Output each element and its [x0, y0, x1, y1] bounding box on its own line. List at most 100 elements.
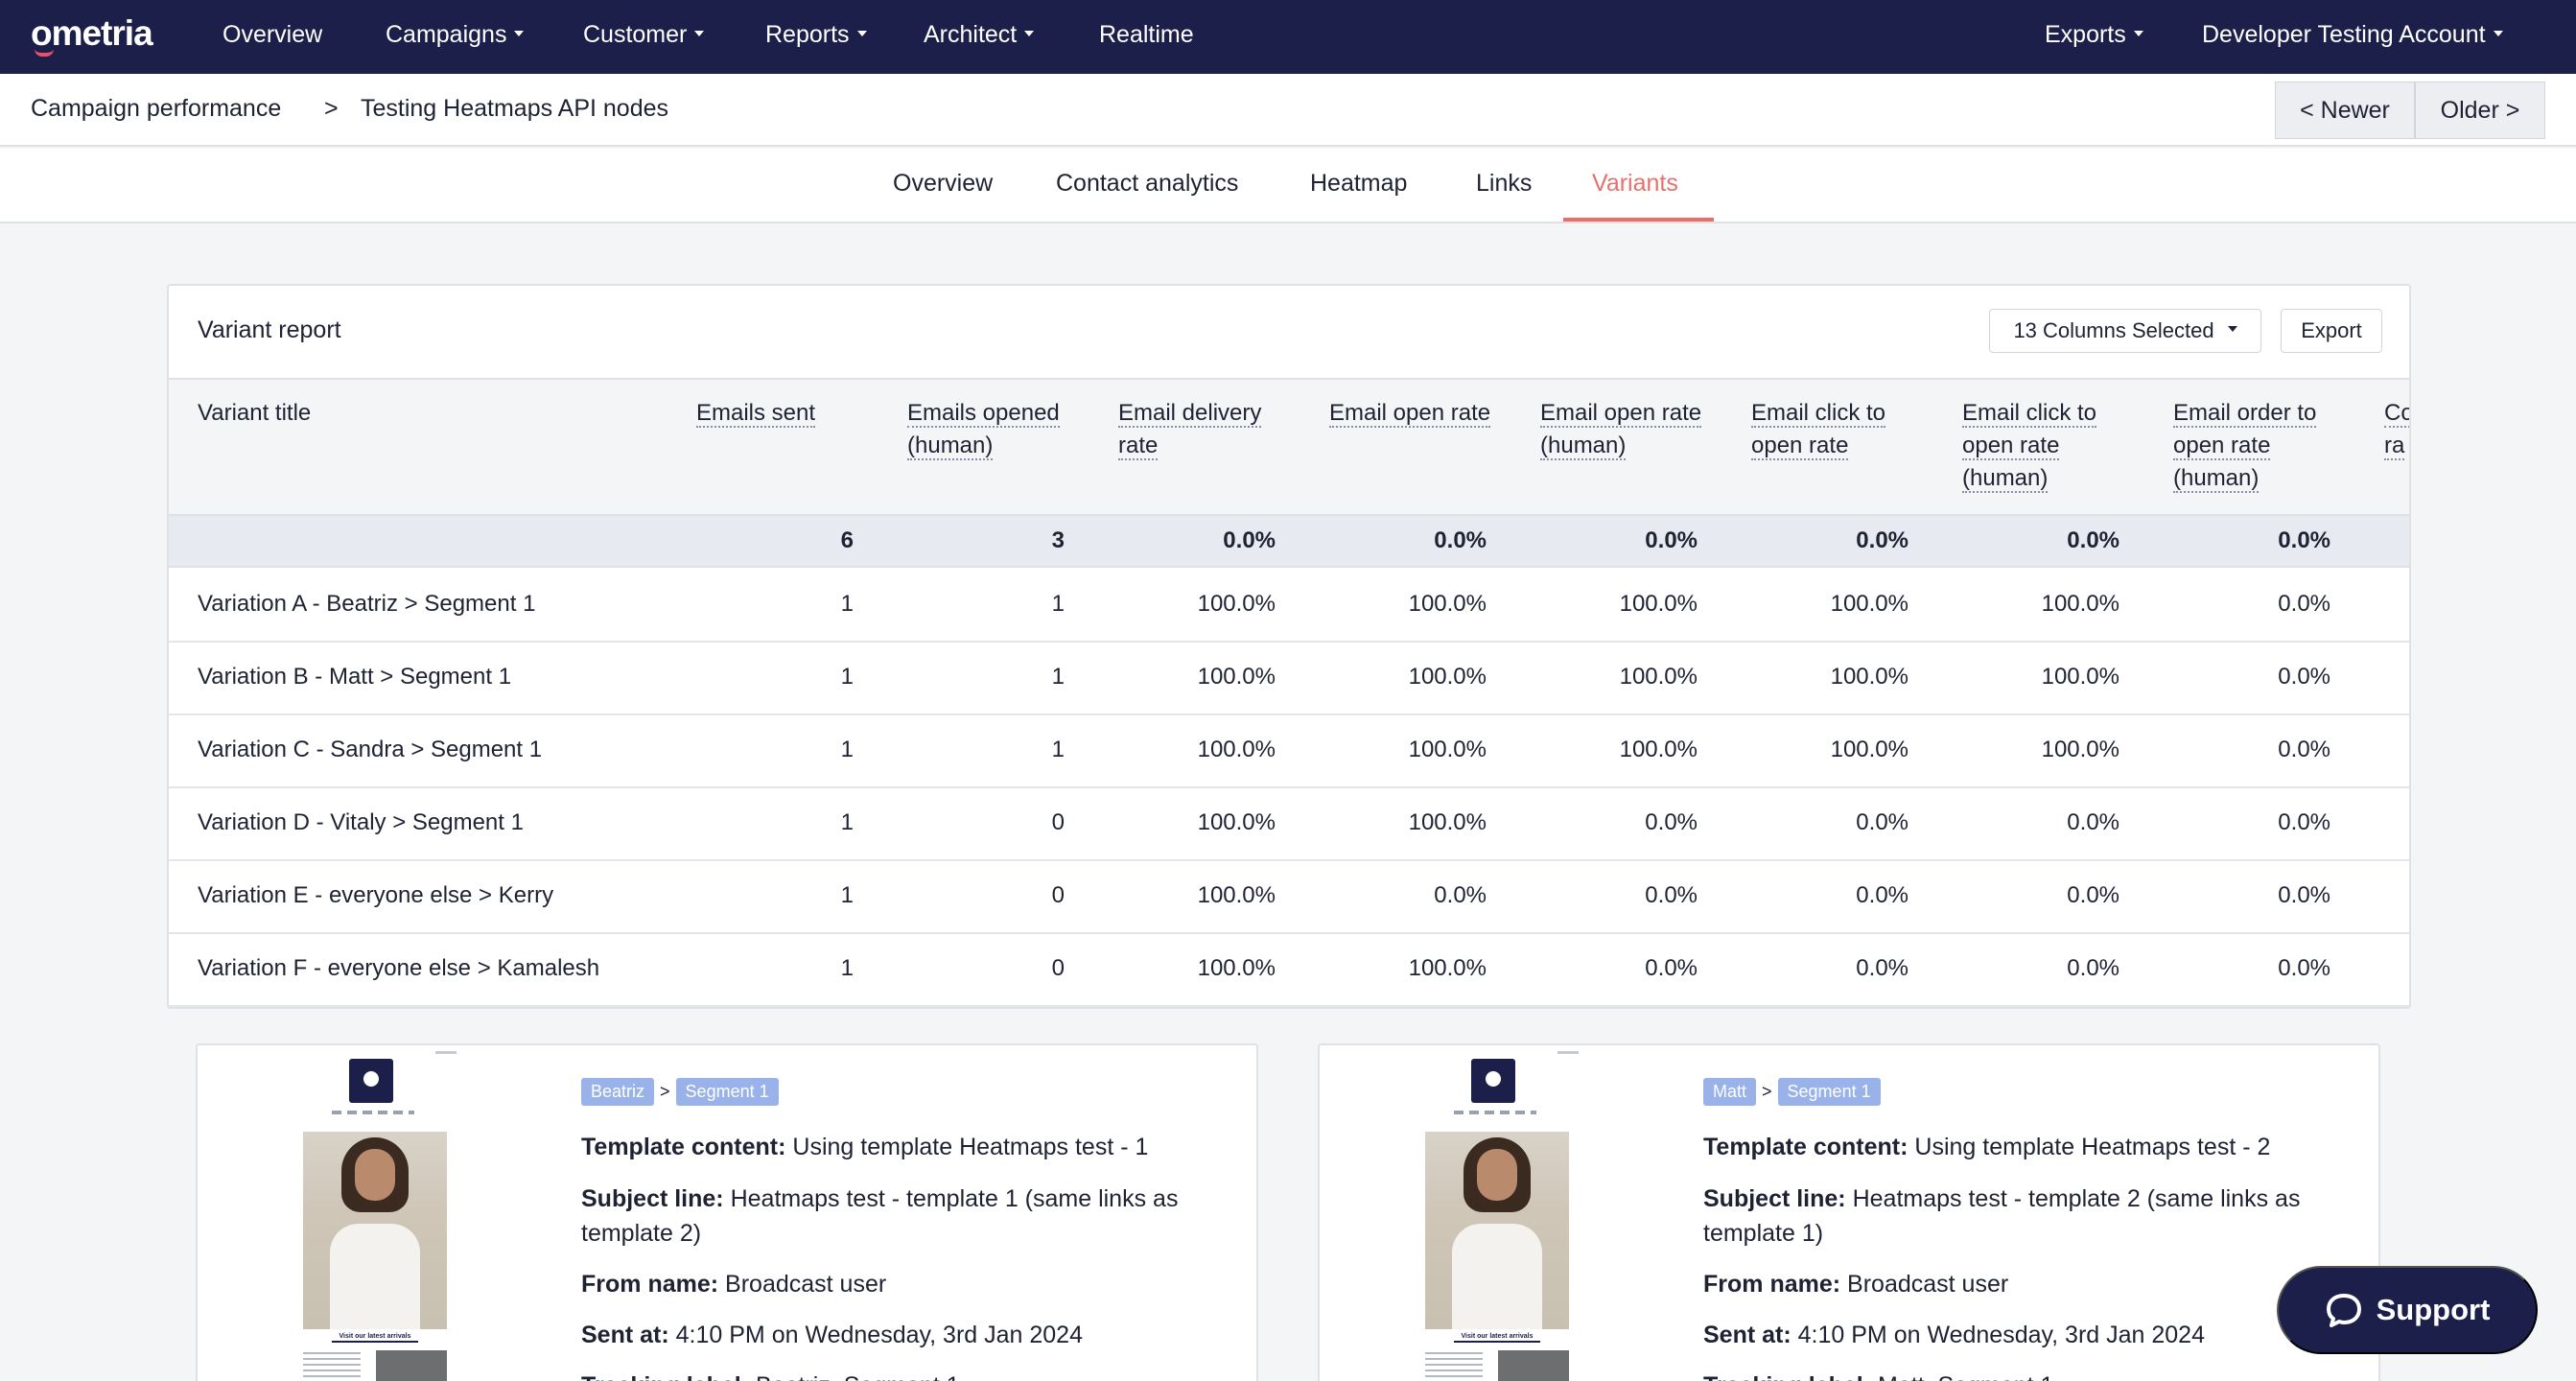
- table-row[interactable]: Variation B - Matt > Segment 1 1 1 100.0% 10…: [169, 643, 2409, 715]
- cell-emails-sent: 1: [840, 737, 854, 762]
- col-email-click-to-open-rate[interactable]: Email click to open rate: [1751, 400, 1886, 460]
- cell-click-to-open: 100.0%: [1830, 664, 1909, 690]
- nav-architect[interactable]: Architect: [924, 21, 1035, 49]
- breadcrumb-bar: Campaign performance > Testing Heatmaps …: [0, 74, 2576, 147]
- tab-heatmap[interactable]: Heatmap: [1310, 170, 1408, 197]
- col-truncated[interactable]: Co ra: [2384, 397, 2409, 462]
- template-content: Template content: Using template Heatmap…: [1703, 1134, 2271, 1160]
- col-email-open-rate[interactable]: Email open rate: [1329, 400, 1491, 428]
- cell-delivery-rate: 100.0%: [1197, 591, 1276, 617]
- cell-open-rate-human: 0.0%: [1645, 809, 1698, 835]
- cell-emails-sent: 1: [840, 882, 854, 908]
- col-variant-title[interactable]: Variant title: [198, 400, 312, 426]
- top-nav: ometria Overview Campaigns Customer Repo…: [0, 0, 2576, 74]
- col-emails-opened-human[interactable]: Emails opened (human): [907, 400, 1060, 460]
- nav-campaigns[interactable]: Campaigns: [386, 21, 525, 49]
- cell-click-to-open-human: 100.0%: [2041, 591, 2119, 617]
- older-button[interactable]: Older >: [2415, 82, 2545, 139]
- nav-overview[interactable]: Overview: [222, 21, 323, 48]
- chevron-down-icon: [514, 31, 525, 37]
- col-email-click-to-open-rate-human[interactable]: Email click to open rate (human): [1962, 400, 2097, 493]
- totals-emails-opened: 3: [1051, 527, 1065, 553]
- logo-swoosh-icon: [35, 49, 54, 57]
- chevron-down-icon: [2227, 326, 2237, 332]
- col-email-order-to-open-rate-human[interactable]: Email order to open rate (human): [2173, 400, 2317, 493]
- cell-variant-title: Variation F - everyone else > Kamalesh: [198, 955, 600, 981]
- cell-variant-title: Variation E - everyone else > Kerry: [198, 882, 554, 908]
- model-photo: [303, 1132, 447, 1329]
- nav-realtime[interactable]: Realtime: [1099, 21, 1194, 48]
- tab-variants[interactable]: Variants: [1592, 170, 1678, 197]
- export-button[interactable]: Export: [2281, 309, 2382, 353]
- email-thumbnail[interactable]: Visit our latest arrivals: [198, 1045, 552, 1381]
- cell-open-rate-human: 100.0%: [1619, 737, 1698, 762]
- thumbnail-cta: Visit our latest arrivals: [1454, 1333, 1540, 1343]
- tag-name: Matt: [1703, 1078, 1757, 1106]
- cell-delivery-rate: 100.0%: [1197, 809, 1276, 835]
- ometria-logo[interactable]: ometria: [31, 13, 153, 53]
- breadcrumb-current: Testing Heatmaps API nodes: [361, 95, 669, 122]
- variant-tags: Matt > Segment 1: [1703, 1078, 1881, 1106]
- tab-links[interactable]: Links: [1476, 170, 1533, 197]
- active-tab-indicator: [1563, 218, 1714, 222]
- table-row[interactable]: Variation D - Vitaly > Segment 1 1 0 100.0%…: [169, 788, 2409, 861]
- thumbnail-text-block: [1425, 1352, 1483, 1381]
- cell-click-to-open-human: 100.0%: [2041, 737, 2119, 762]
- nav-reports[interactable]: Reports: [765, 21, 867, 49]
- cell-open-rate-human: 0.0%: [1645, 882, 1698, 908]
- totals-open-rate-human: 0.0%: [1645, 527, 1698, 553]
- tag-separator: >: [1762, 1082, 1772, 1101]
- email-thumbnail[interactable]: Visit our latest arrivals: [1320, 1045, 1674, 1381]
- cell-delivery-rate: 100.0%: [1197, 737, 1276, 762]
- cell-delivery-rate: 100.0%: [1197, 955, 1276, 981]
- cell-click-to-open: 100.0%: [1830, 737, 1909, 762]
- totals-open-rate: 0.0%: [1434, 527, 1487, 553]
- tab-bar: Overview Contact analytics Heatmap Links…: [0, 149, 2576, 223]
- cell-variant-title: Variation B - Matt > Segment 1: [198, 664, 512, 690]
- nav-account[interactable]: Developer Testing Account: [2202, 21, 2503, 49]
- cell-variant-title: Variation D - Vitaly > Segment 1: [198, 809, 524, 835]
- chevron-down-icon: [856, 31, 867, 37]
- thumbnail-product-image: [1498, 1350, 1569, 1381]
- cell-delivery-rate: 100.0%: [1197, 882, 1276, 908]
- nav-customer[interactable]: Customer: [583, 21, 705, 49]
- table-row[interactable]: Variation F - everyone else > Kamalesh 1 0…: [169, 934, 2409, 1007]
- col-email-delivery-rate[interactable]: Email delivery rate: [1118, 400, 1262, 460]
- breadcrumb-parent[interactable]: Campaign performance: [31, 95, 282, 122]
- cell-open-rate-human: 100.0%: [1619, 664, 1698, 690]
- nav-exports[interactable]: Exports: [2045, 21, 2143, 49]
- col-email-open-rate-human[interactable]: Email open rate (human): [1540, 400, 1702, 460]
- cell-click-to-open-human: 100.0%: [2041, 664, 2119, 690]
- cell-emails-opened: 0: [1051, 955, 1065, 981]
- table-row[interactable]: Variation A - Beatriz > Segment 1 1 1 100.0…: [169, 570, 2409, 643]
- totals-click-to-open: 0.0%: [1856, 527, 1909, 553]
- tracking-label: Tracking label: Matt_Segment 1: [1703, 1369, 2355, 1381]
- cell-variant-title: Variation C - Sandra > Segment 1: [198, 737, 543, 762]
- cell-order-to-open-human: 0.0%: [2278, 591, 2330, 617]
- cell-emails-sent: 1: [840, 664, 854, 690]
- chevron-down-icon: [1024, 31, 1035, 37]
- totals-emails-sent: 6: [840, 527, 854, 553]
- brand-logo-icon: [1471, 1059, 1515, 1103]
- cell-open-rate: 0.0%: [1434, 882, 1487, 908]
- from-name: From name: Broadcast user: [581, 1271, 887, 1298]
- thumbnail-nav-links: [1454, 1111, 1536, 1114]
- thumbnail-cta: Visit our latest arrivals: [332, 1333, 418, 1343]
- tab-contact-analytics[interactable]: Contact analytics: [1056, 170, 1239, 197]
- tab-overview[interactable]: Overview: [893, 170, 994, 197]
- table-row[interactable]: Variation E - everyone else > Kerry 1 0 100…: [169, 861, 2409, 934]
- newer-button[interactable]: < Newer: [2275, 82, 2415, 139]
- thumbnail-header-line: [435, 1051, 457, 1054]
- cell-order-to-open-human: 0.0%: [2278, 664, 2330, 690]
- totals-row: 6 3 0.0% 0.0% 0.0% 0.0% 0.0% 0.0%: [169, 514, 2409, 568]
- support-button[interactable]: Support: [2277, 1266, 2538, 1354]
- columns-select-button[interactable]: 13 Columns Selected: [1989, 309, 2261, 353]
- table-row[interactable]: Variation C - Sandra > Segment 1 1 1 100.0%…: [169, 715, 2409, 788]
- tag-name: Beatriz: [581, 1078, 655, 1106]
- subject-line: Subject line: Heatmaps test - template 1…: [581, 1185, 1179, 1247]
- col-emails-sent[interactable]: Emails sent: [696, 400, 816, 428]
- variant-tags: Beatriz > Segment 1: [581, 1078, 779, 1106]
- tag-segment: Segment 1: [675, 1078, 779, 1106]
- cell-order-to-open-human: 0.0%: [2278, 809, 2330, 835]
- from-name: From name: Broadcast user: [1703, 1271, 2009, 1298]
